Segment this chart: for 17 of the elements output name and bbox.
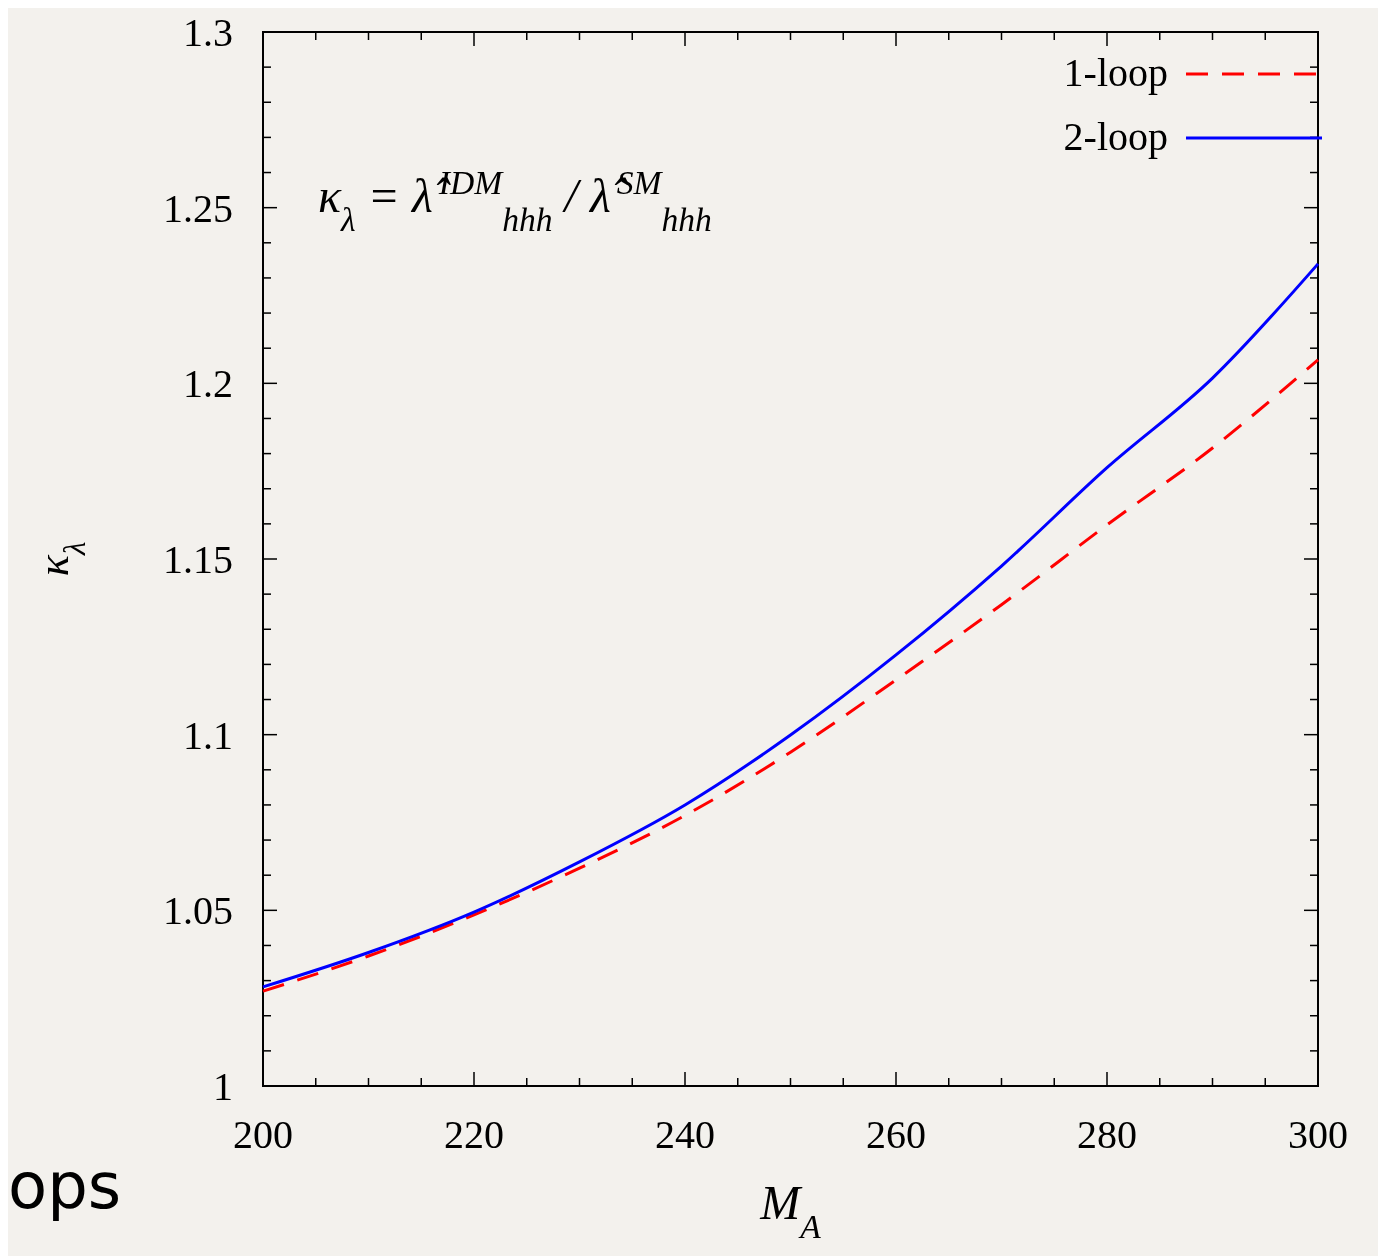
x-tick-label: 220 [444,1112,504,1157]
x-tick-label: 280 [1077,1112,1137,1157]
legend-label: 1-loop [1063,50,1168,95]
x-tick-label: 200 [233,1112,293,1157]
y-tick-label: 1 [213,1064,233,1109]
y-tick-label: 1.25 [163,185,233,231]
x-axis-title: M$_{A}$ [759,1176,822,1245]
y-tick-label: 1.2 [183,361,233,407]
x-tick-label: 240 [655,1112,715,1157]
x-tick-label: 260 [866,1112,926,1157]
y-tick-label: 1.15 [163,537,233,582]
y-tick-label: 1.05 [163,888,233,934]
text: ops [8,1149,122,1223]
y-tick-label: 1.3 [183,10,233,55]
legend-label: 2-loop [1063,114,1168,159]
x-tick-label: 300 [1288,1112,1348,1157]
y-tick-label: 1.1 [183,712,233,758]
